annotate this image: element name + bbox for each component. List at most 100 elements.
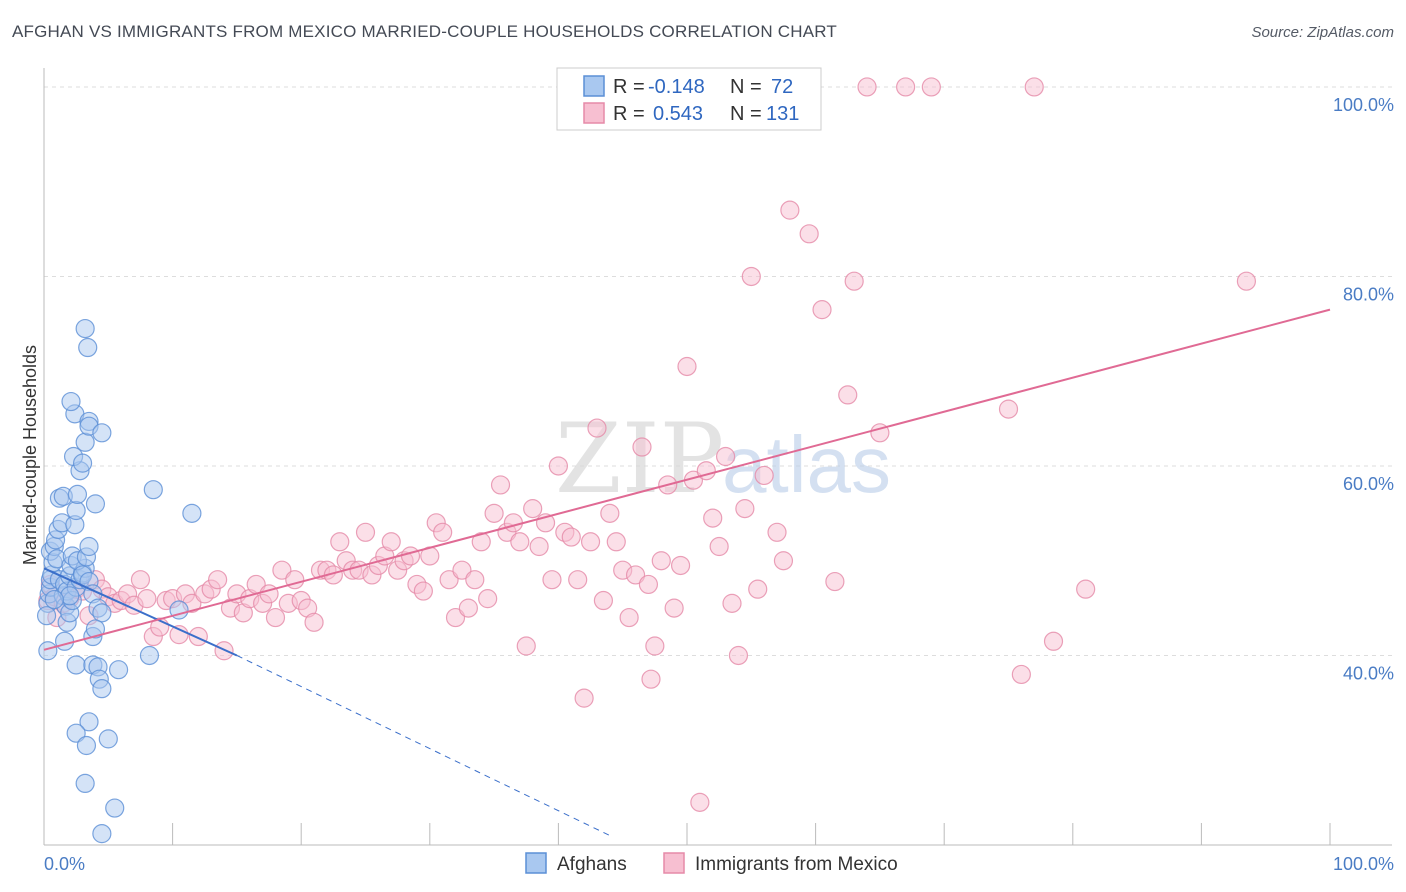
mexico-point [574, 688, 594, 708]
mexico-point [484, 503, 504, 523]
mexico-point [452, 560, 472, 580]
mexico-point [169, 625, 189, 645]
mexico-point [715, 446, 736, 467]
stats-n-label-afghans: N = [730, 76, 762, 98]
x-tick-label-left: 0.0% [44, 854, 85, 874]
afghans-point [85, 494, 106, 514]
afghans-point [75, 318, 95, 339]
afghans-trend-line [43, 567, 238, 657]
mexico-point [1236, 271, 1257, 291]
mexico-point [651, 551, 671, 571]
mexico-point [458, 598, 478, 618]
mexico-point [413, 581, 433, 601]
mexico-point [188, 626, 208, 647]
afghans-point [75, 432, 95, 452]
series-afghans-points [36, 318, 202, 844]
mexico-point [812, 300, 832, 320]
mexico-point [709, 536, 729, 557]
y-tick-labels: 100.0% 80.0% 60.0% 40.0% [1333, 95, 1394, 684]
y-tick-label: 100.0% [1333, 95, 1394, 115]
mexico-point [677, 356, 697, 377]
mexico-point [478, 589, 498, 609]
mexico-point [510, 532, 530, 552]
axes [43, 68, 1392, 846]
mexico-point [921, 77, 941, 97]
mexico-point [1043, 631, 1064, 651]
mexico-point [330, 532, 350, 552]
watermark: ZIP atlas [555, 403, 891, 515]
mexico-point [439, 570, 459, 590]
mexico-point [542, 570, 562, 590]
watermark-atlas: atlas [722, 420, 891, 509]
mexico-point [523, 499, 543, 519]
mexico-point [433, 522, 453, 542]
mexico-point [728, 645, 749, 666]
mexico-point [600, 503, 620, 523]
mexico-point [400, 546, 421, 566]
stats-r-label-mexico: R = [613, 103, 645, 125]
stats-r-value-afghans: -0.148 [648, 76, 705, 98]
gridlines [44, 86, 1392, 656]
mexico-point [844, 271, 864, 291]
mexico-point [641, 669, 661, 689]
mexico-point [516, 636, 536, 656]
afghans-point [79, 536, 99, 557]
afghans-point [72, 453, 93, 473]
mexico-point [1011, 664, 1031, 685]
mexico-point [580, 532, 601, 552]
afghans-point [44, 589, 64, 610]
mexico-point [625, 565, 646, 585]
mexico-point [548, 456, 569, 476]
mexico-point [381, 532, 401, 552]
afghans-point [98, 729, 118, 749]
series-mexico-points [38, 77, 1257, 812]
mexico-point [265, 607, 286, 628]
mexico-trend-line [43, 308, 1331, 651]
afghans-trend-extension [236, 655, 611, 836]
stats-n-label-mexico: N = [730, 103, 762, 125]
mexico-point [490, 475, 511, 495]
stats-n-value-mexico: 131 [766, 103, 799, 125]
stats-legend: R = -0.148 N = 72 R = 0.543 N = 131 [556, 67, 822, 131]
mexico-point [780, 200, 800, 220]
series-legend-swatch-mexico [663, 852, 685, 874]
afghans-point [67, 484, 88, 505]
mexico-point [465, 570, 485, 590]
y-tick-label: 80.0% [1343, 284, 1394, 304]
mexico-point [998, 399, 1019, 419]
mexico-point [632, 437, 652, 457]
mexico-point [722, 593, 742, 613]
series-legend-label-mexico: Immigrants from Mexico [695, 854, 898, 875]
afghans-point [66, 723, 86, 743]
mexico-point [799, 224, 819, 244]
series-legend-swatch-afghans [525, 852, 547, 874]
afghans-point [143, 480, 163, 500]
afghans-point [76, 735, 97, 756]
afghans-point [61, 391, 81, 412]
series-legend: Afghans Immigrants from Mexico [525, 852, 898, 875]
mexico-point [670, 555, 691, 576]
mexico-point [754, 465, 774, 486]
mexico-point [741, 266, 761, 287]
afghans-point [92, 603, 112, 623]
stats-legend-swatch-mexico [583, 102, 605, 124]
mexico-point [748, 579, 768, 599]
mexico-point [896, 77, 916, 97]
mexico-point [445, 607, 466, 628]
mexico-point [137, 589, 157, 609]
afghans-point [38, 641, 58, 661]
afghans-point [79, 712, 99, 732]
afghans-point [92, 824, 112, 844]
y-tick-label: 60.0% [1343, 474, 1394, 494]
afghans-point [92, 679, 112, 699]
y-axis-title: Married-couple Households [20, 345, 40, 565]
source-label: Source: ZipAtlas.com [1251, 24, 1394, 41]
mexico-point [130, 570, 151, 590]
mexico-point [773, 551, 794, 571]
mexico-point [857, 77, 877, 97]
y-tick-label: 40.0% [1343, 663, 1394, 683]
mexico-point [825, 571, 845, 592]
afghans-point [54, 631, 75, 651]
afghans-point [75, 773, 95, 794]
mexico-point [561, 527, 581, 547]
